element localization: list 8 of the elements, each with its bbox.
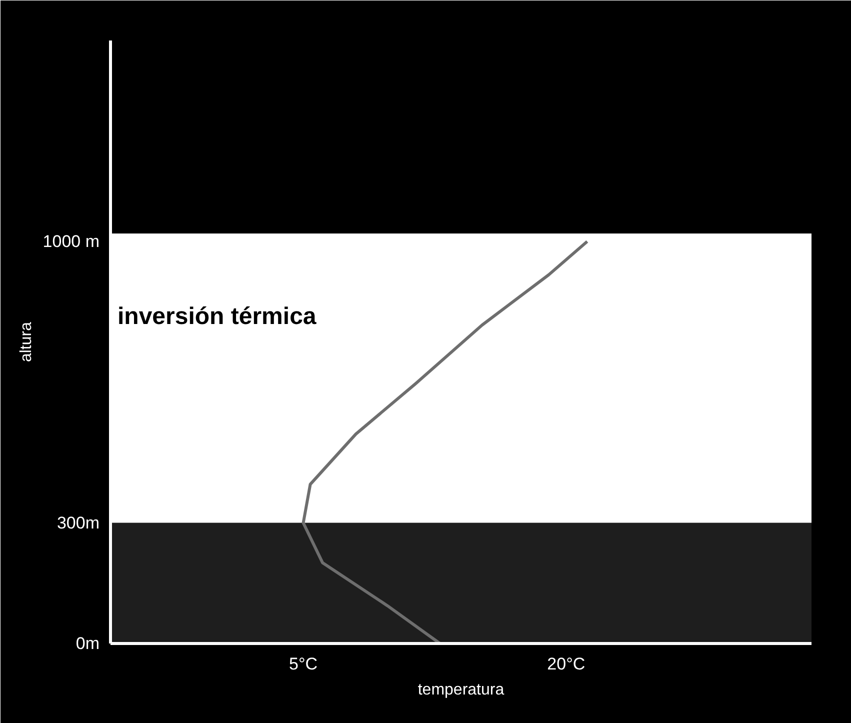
y-tick-label: 0m (76, 634, 100, 653)
x-tick-label: 5°C (289, 654, 318, 674)
y-axis-title: altura (18, 322, 35, 362)
band-label: inversión térmica (118, 302, 317, 330)
y-tick-label: 300m (56, 513, 100, 532)
x-axis-title: temperatura (418, 682, 504, 698)
y-tick-label: 1000 m (42, 232, 100, 251)
x-tick-label: 20°C (547, 654, 586, 674)
